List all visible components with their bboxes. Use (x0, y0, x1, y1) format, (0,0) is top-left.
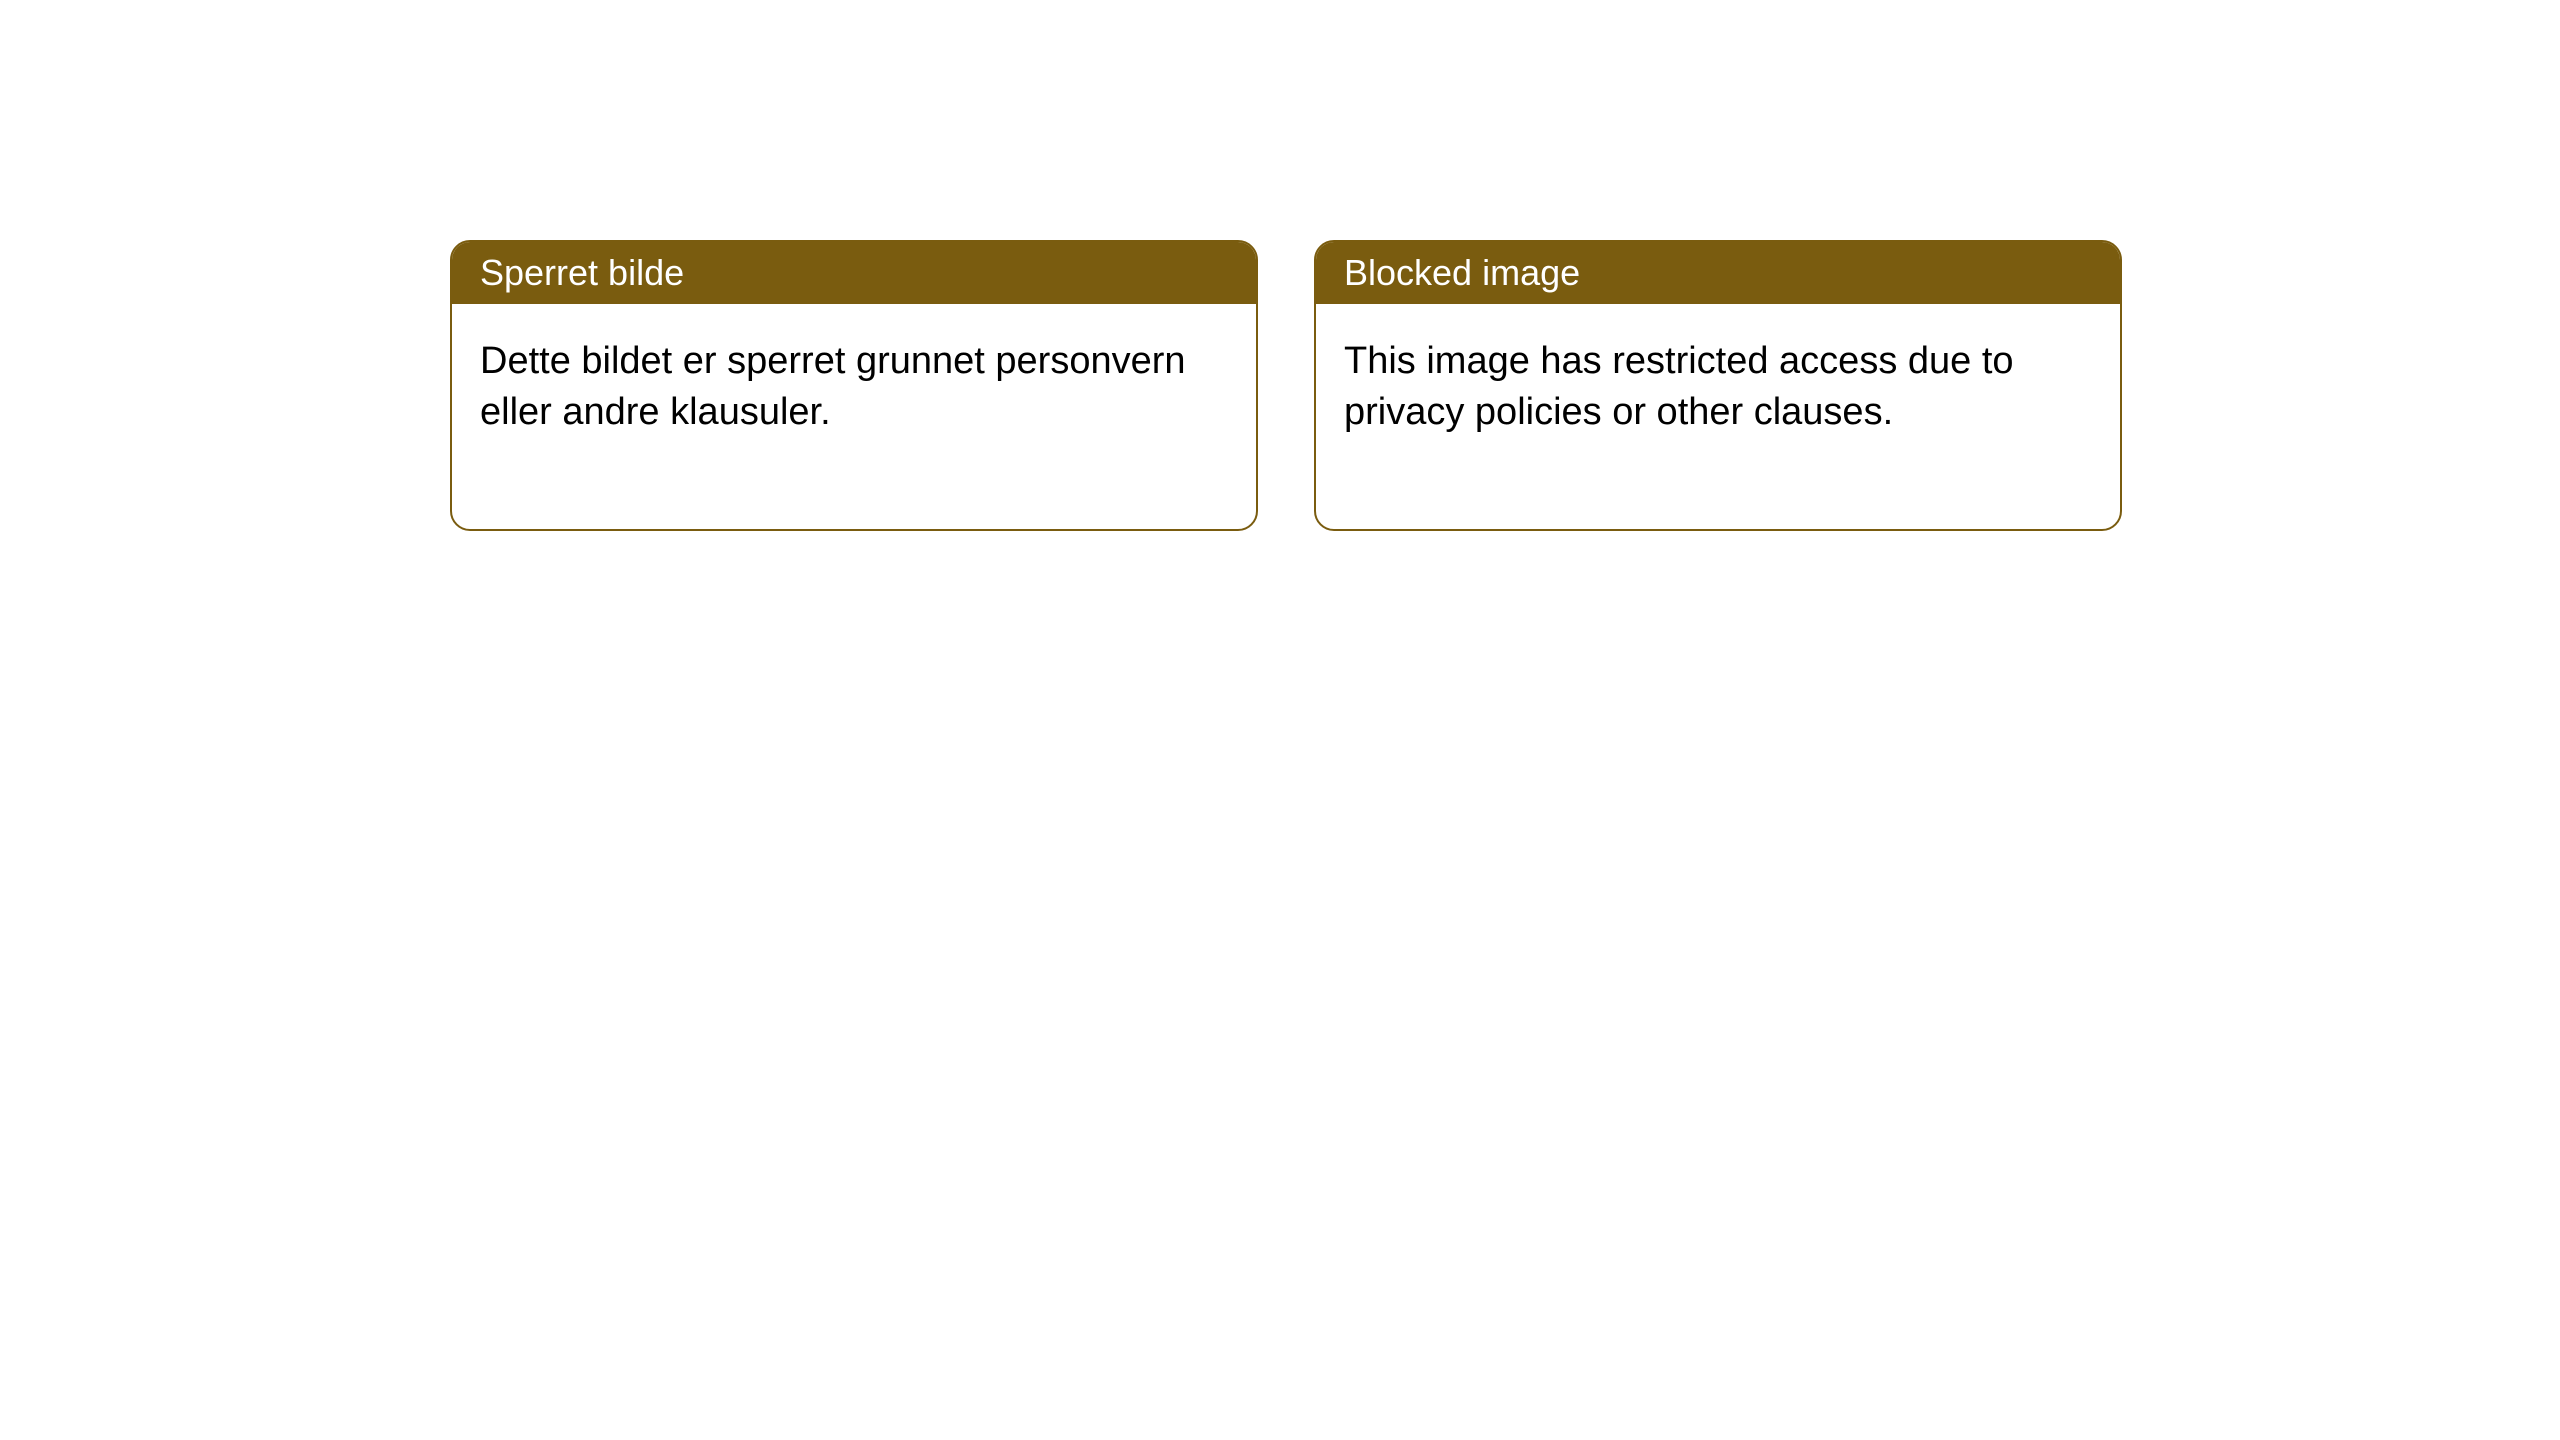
card-header: Blocked image (1316, 242, 2120, 304)
card-body: Dette bildet er sperret grunnet personve… (452, 304, 1256, 529)
blocked-image-card-en: Blocked image This image has restricted … (1314, 240, 2122, 531)
card-body-text: This image has restricted access due to … (1344, 340, 2014, 433)
card-title: Sperret bilde (480, 252, 684, 293)
card-body: This image has restricted access due to … (1316, 304, 2120, 529)
blocked-image-card-no: Sperret bilde Dette bildet er sperret gr… (450, 240, 1258, 531)
card-body-text: Dette bildet er sperret grunnet personve… (480, 340, 1186, 433)
card-title: Blocked image (1344, 252, 1580, 293)
card-header: Sperret bilde (452, 242, 1256, 304)
notice-container: Sperret bilde Dette bildet er sperret gr… (450, 240, 2122, 531)
